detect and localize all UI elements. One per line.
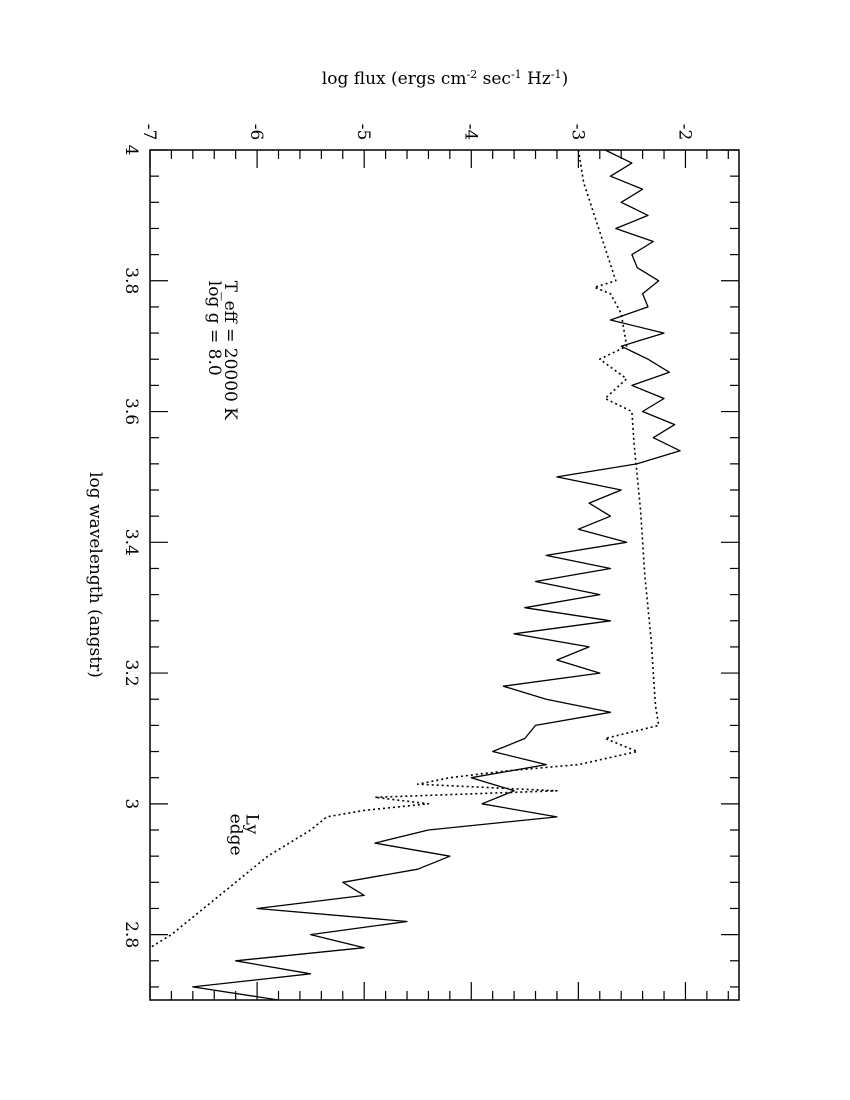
y-tick-label: -5	[353, 124, 373, 141]
y-tick-label: -4	[460, 124, 480, 141]
series-dotted-line	[149, 149, 660, 949]
series-layer	[149, 149, 681, 1001]
x-tick-label: 2.8	[121, 921, 141, 948]
y-axis-label: log flux (ergs cm-2 sec-1 Hz-1)	[322, 68, 568, 89]
series-solid-line	[192, 149, 681, 1001]
y-tick-label: -3	[567, 124, 587, 141]
plot-frame	[149, 149, 740, 1001]
x-tick-label: 3.8	[121, 267, 141, 294]
y-tick-label: -6	[246, 124, 266, 141]
x-tick-label: 4	[121, 145, 141, 156]
tick-labels: 4 3.8 3.6 3.4 3.2 3 2.8 -7 -6 -5 -4 -3 -2	[121, 124, 694, 948]
tick-marks	[149, 149, 739, 1000]
x-tick-label: 3.6	[121, 398, 141, 425]
y-tick-label: -7	[139, 124, 159, 141]
annotation-2: Ly	[241, 814, 261, 835]
x-tick-label: 3	[121, 798, 141, 809]
x-axis-label: log wavelength (angstr)	[85, 472, 105, 678]
annotation-1: log g = 8.0	[204, 281, 224, 376]
y-tick-label: -2	[674, 124, 694, 141]
x-tick-label: 3.4	[121, 529, 141, 556]
annotation-3: edge	[225, 814, 245, 856]
x-tick-label: 3.2	[121, 660, 141, 687]
annotation-0: T_eff = 20000 K	[220, 281, 240, 421]
